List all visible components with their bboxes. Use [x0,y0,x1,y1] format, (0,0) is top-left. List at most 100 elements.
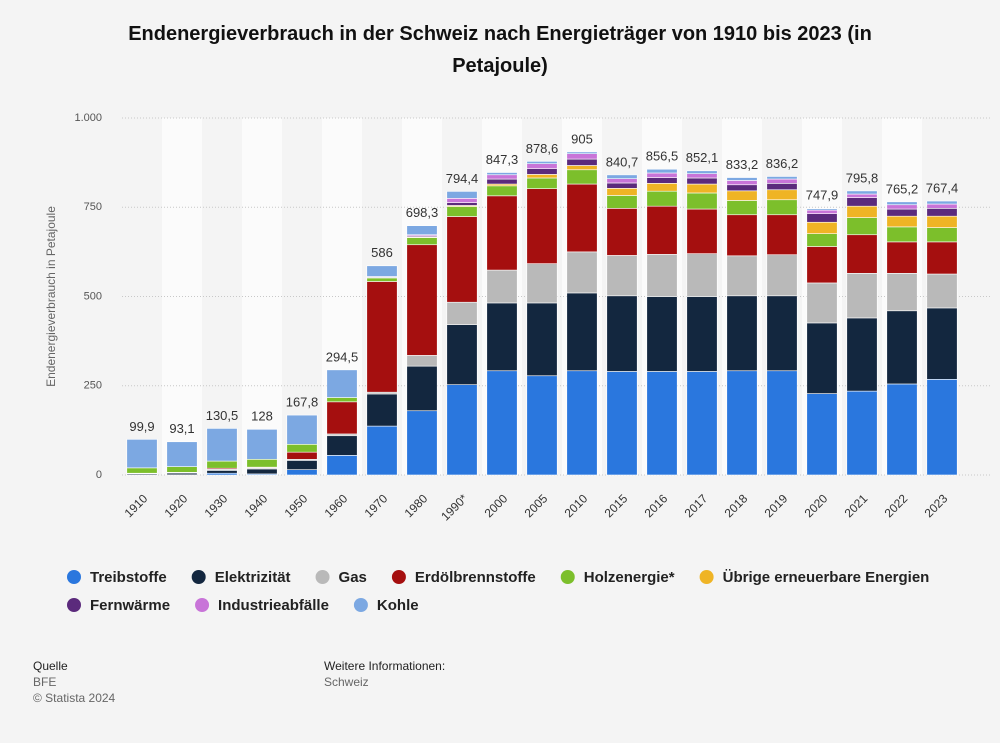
bar-segment [926,241,958,275]
info-block: Weitere Informationen: Schweiz [324,658,445,690]
bar-segment [726,180,758,186]
bar-segment [526,168,558,175]
bar-segment [806,322,838,394]
bar-segment [326,455,358,476]
bar-segment [566,370,598,476]
x-tick-label: 1960 [322,491,351,520]
bar-segment [566,151,598,154]
total-label: 840,7 [606,154,639,169]
x-tick-label: 1940 [242,491,271,520]
bar-segment [686,170,718,174]
total-label: 878,6 [526,141,559,156]
bar-segment [806,213,838,223]
bar-segment [926,203,958,209]
bar-segment [566,153,598,160]
bar-segment [326,401,358,435]
bar-segment [766,254,798,297]
bar-segment [406,237,438,246]
bar-segment [446,216,478,303]
bar-segment [926,227,958,243]
bar-segment [326,369,358,398]
bar-segment [766,199,798,216]
total-label: 128 [251,409,273,424]
bar-segment [526,302,558,377]
legend-item: Fernwärme [67,597,170,614]
bar-segment [566,292,598,372]
bar-segment [526,188,558,264]
x-tick-label: 2022 [882,491,911,520]
x-tick-label: 2020 [802,491,831,520]
legend-item: Elektrizität [191,569,291,586]
bar-segment [486,370,518,476]
bar-segment [126,439,158,469]
bar-segment [126,467,158,474]
bar-segment [846,190,878,195]
bar-segment [726,190,758,201]
legend-marker [191,570,206,584]
bar-segment [686,253,718,297]
bar-segment [886,215,918,228]
bar-segment [486,302,518,372]
bar-segment [806,282,838,324]
bar-segment [886,241,918,274]
bar-segment [606,174,638,179]
legend-item: Industrieabfälle [195,597,329,614]
bar-segment [766,214,798,256]
bar-segment [846,272,878,319]
bar-segment [446,206,478,217]
bar-segment [606,295,638,372]
x-tick-label: 2017 [682,491,711,520]
bar-segment [686,296,718,372]
total-label: 747,9 [806,187,839,202]
y-tick-label: 750 [84,201,102,213]
bar-segment [926,307,958,380]
bar-segment [686,177,718,185]
bar-segment [646,205,678,255]
bar-segment [566,251,598,294]
bar-segment [846,193,878,198]
bar-segment [726,214,758,257]
x-tick-label: 2015 [602,491,631,520]
x-tick-label: 1950 [282,491,311,520]
bar-segment [846,317,878,392]
bar-segment [366,265,398,277]
legend-item: Erdölbrennstoffe [391,569,536,586]
bar-segment [726,255,758,297]
x-tick-label: 2000 [482,491,511,520]
bar-segment [726,184,758,192]
x-tick-label: 1910 [122,491,151,520]
legend-item: Gas [315,569,367,586]
legend-marker [67,570,81,584]
bar-segment [526,263,558,304]
x-tick-label: 1970 [362,491,391,520]
bar-segment [606,208,638,256]
total-label: 99,9 [129,419,154,434]
legend-item: Treibstoffe [67,569,167,586]
bar-segment [206,428,238,462]
bar-segment [206,470,238,474]
bar-segment [246,458,278,468]
total-label: 794,4 [446,171,479,186]
bar-segment [246,468,278,475]
bar-segment [286,451,318,460]
bar-segment [926,379,958,476]
x-tick-label: 2005 [522,491,551,520]
bar-segment [366,281,398,393]
x-tick-label: 2010 [562,491,591,520]
bar-segment [406,410,438,476]
total-label: 586 [371,245,393,260]
bar-segment [286,469,318,476]
source-heading: Quelle [33,659,68,673]
bar-segment [686,208,718,254]
bar-segment [926,273,958,309]
total-label: 698,3 [406,205,439,220]
bar-segment [526,375,558,476]
bar-segment [886,208,918,217]
bar-segment [726,370,758,476]
chart: 0 250 500 750 1.000 Endenergieverbrauch in Pe… [44,112,990,614]
bar-segment [686,173,718,179]
bar-segment [846,197,878,207]
bar-segment [566,165,598,171]
bar-segment [766,176,798,180]
bar-segment [166,466,198,473]
